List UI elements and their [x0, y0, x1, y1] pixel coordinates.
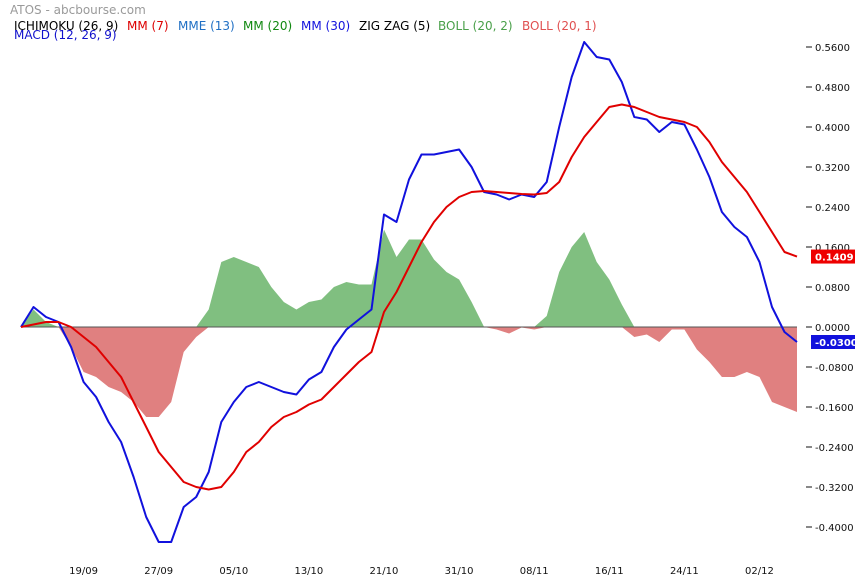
y-tick-label: 0.0800 — [815, 283, 850, 294]
chart-source: ATOS - abcbourse.com — [10, 3, 146, 17]
series-line-macd — [20, 41, 798, 543]
series-line-signal — [20, 103, 798, 491]
y-tick-label: -0.4000 — [815, 523, 854, 534]
x-tick-label: 08/11 — [520, 566, 549, 577]
y-tick-label: 0.3200 — [815, 163, 850, 174]
macd-label: MACD (12, 26, 9) — [14, 28, 117, 42]
y-tick-label: -0.0800 — [815, 363, 854, 374]
last-value-text: -0.0300 — [815, 338, 855, 349]
x-tick-label: 31/10 — [445, 566, 474, 577]
y-tick-label: 0.5600 — [815, 43, 850, 54]
legend-item: MM (20) — [243, 19, 292, 33]
x-axis: 19/09 27/09 05/10 13/10 21/10 31/10 08/11 16/11… — [69, 566, 774, 577]
y-axis: 0.5600 0.4800 0.4000 0.3200 0.2400 0.1600 0.08… — [806, 43, 854, 534]
x-tick-label: 21/10 — [370, 566, 399, 577]
legend-item: BOLL (20, 1) — [522, 19, 597, 33]
legend-item: BOLL (20, 2) — [438, 19, 513, 33]
macd-histogram — [21, 229, 797, 417]
y-tick-label: 0.2400 — [815, 203, 850, 214]
legend-item: MM (30) — [301, 19, 350, 33]
legend-item: ICHIMOKU (26, 9) — [14, 19, 118, 33]
x-tick-label: 27/09 — [144, 566, 173, 577]
y-tick-label: -0.1600 — [815, 403, 854, 414]
x-tick-label: 24/11 — [670, 566, 699, 577]
legend-item: MM (7) — [127, 19, 169, 33]
y-tick-label: 0.4800 — [815, 83, 850, 94]
y-tick-label: -0.2400 — [815, 443, 854, 454]
last-value-text: 0.1409 — [815, 253, 854, 264]
y-tick-label: 0.0000 — [815, 323, 850, 334]
y-tick-label: -0.3200 — [815, 483, 854, 494]
y-tick-label: 0.1600 — [815, 243, 850, 254]
y-tick-label: 0.4000 — [815, 123, 850, 134]
last-value-badges: 0.1409 -0.0300 — [811, 249, 855, 349]
x-tick-label: 19/09 — [69, 566, 98, 577]
legend-item: ZIG ZAG (5) — [359, 19, 430, 33]
x-tick-label: 13/10 — [294, 566, 323, 577]
histogram-positive-area — [21, 229, 797, 327]
last-value-badge — [811, 249, 855, 264]
histogram-negative-area — [21, 327, 797, 417]
x-tick-label: 05/10 — [219, 566, 248, 577]
last-value-badge — [811, 335, 855, 349]
indicator-legend: ICHIMOKU (26, 9) MM (7) MME (13) MM (20) MM … — [14, 19, 597, 33]
x-tick-label: 16/11 — [595, 566, 624, 577]
macd-lines — [20, 41, 798, 543]
x-tick-label: 02/12 — [745, 566, 774, 577]
legend-item: MME (13) — [178, 19, 235, 33]
